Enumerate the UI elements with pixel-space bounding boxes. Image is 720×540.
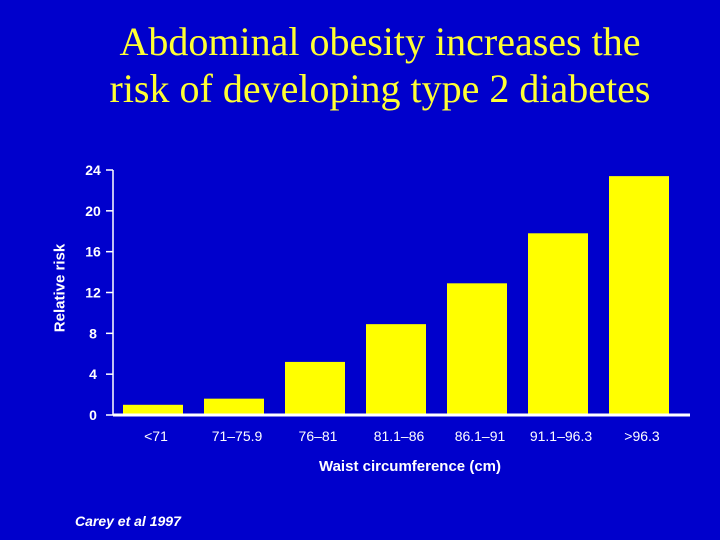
y-tick-label: 12: [85, 285, 101, 301]
x-category-label: 86.1–91: [455, 428, 506, 444]
title-line-2: risk of developing type 2 diabetes: [109, 66, 651, 111]
bar-7: [609, 176, 669, 415]
bar-4: [366, 324, 426, 415]
y-tick-label: 0: [89, 407, 97, 423]
x-category-label: 81.1–86: [374, 428, 425, 444]
x-category-label: 91.1–96.3: [530, 428, 592, 444]
y-axis-label: Relative risk: [51, 243, 69, 333]
x-axis-label: Waist circumference (cm): [318, 458, 501, 475]
x-category-label: <71: [144, 428, 168, 444]
y-ticks-group: 0 4 8 12 16 20 24: [85, 162, 113, 423]
x-category-label: 76–81: [299, 428, 338, 444]
y-tick-label: 4: [89, 366, 97, 382]
bar-5: [447, 283, 507, 415]
x-category-label: >96.3: [624, 428, 660, 444]
y-tick-label: 16: [85, 244, 101, 260]
bar-1: [123, 404, 183, 415]
x-category-label: 71–75.9: [212, 428, 263, 444]
bar-3: [285, 361, 345, 415]
y-tick-label: 24: [85, 162, 101, 178]
y-tick-label: 8: [89, 325, 97, 341]
bars-group: [123, 176, 669, 415]
x-categories-group: <71 71–75.9 76–81 81.1–86 86.1–91 91.1–96.3 >9…: [144, 428, 660, 444]
y-tick-label: 20: [85, 203, 101, 219]
bar-2: [204, 398, 264, 415]
source-citation: Carey et al 1997: [75, 513, 181, 529]
chart-title: Abdominal obesity increases the risk of …: [40, 18, 720, 112]
title-line-1: Abdominal obesity increases the: [119, 19, 641, 64]
bar-6: [528, 233, 588, 415]
